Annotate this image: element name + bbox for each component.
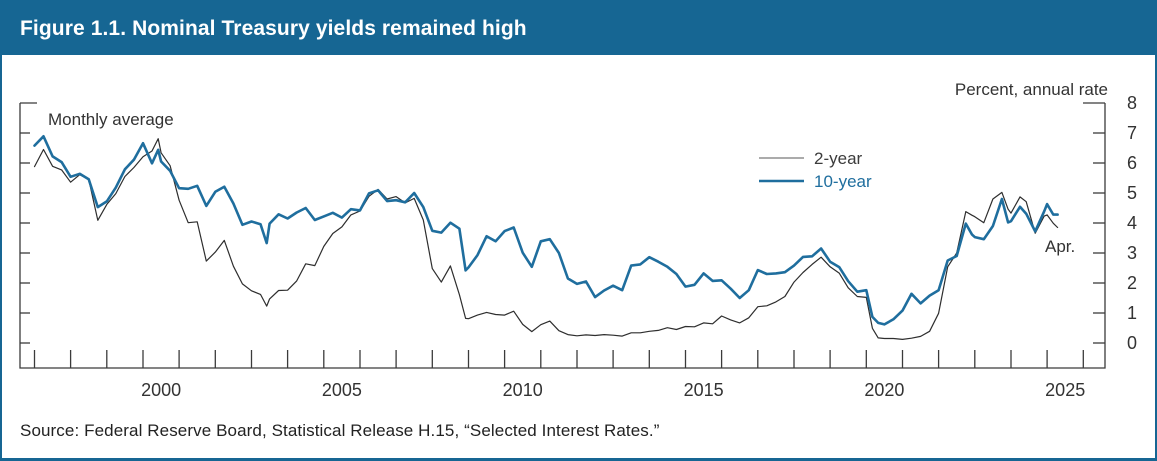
- x-tick-label: 2015: [684, 380, 724, 400]
- end-label-apr: Apr.: [1045, 237, 1075, 256]
- legend-label-2-year: 2-year: [814, 149, 863, 168]
- axes: [19, 102, 1106, 369]
- y-tick-label: 8: [1127, 93, 1137, 113]
- legend-label-10-year: 10-year: [814, 172, 872, 191]
- x-tick-label: 2025: [1045, 380, 1085, 400]
- chart-area: 2000 2005 2010 2015 2020 2025 0 1 2 3 4 5 6 7 8 Monthly…: [2, 55, 1155, 407]
- axis-labels: 2000 2005 2010 2015 2020 2025 0 1 2 3 4 5 6 7 8: [141, 93, 1137, 400]
- series-line-2-year: [33, 138, 1059, 340]
- note-monthly-average: Monthly average: [48, 110, 174, 129]
- figure-header: Figure 1.1. Nominal Treasury yields rema…: [2, 2, 1155, 55]
- chart-svg: 2000 2005 2010 2015 2020 2025 0 1 2 3 4 5 6 7 8 Monthly…: [19, 80, 1137, 400]
- y-tick-label: 1: [1127, 303, 1137, 323]
- y-tick-label: 3: [1127, 243, 1137, 263]
- y-tick-label: 5: [1127, 183, 1137, 203]
- y-tick-label: 0: [1127, 333, 1137, 353]
- series-line-10-year: [33, 135, 1059, 326]
- source-note: Source: Federal Reserve Board, Statistic…: [20, 421, 660, 440]
- y-tick-label: 6: [1127, 153, 1137, 173]
- y-tick-label: 4: [1127, 213, 1137, 233]
- units-label: Percent, annual rate: [955, 80, 1108, 99]
- x-tick-label: 2020: [864, 380, 904, 400]
- x-tick-label: 2005: [322, 380, 362, 400]
- legend: 2-year 10-year: [759, 149, 872, 191]
- y-tick-label: 7: [1127, 123, 1137, 143]
- x-tick-label: 2010: [503, 380, 543, 400]
- x-tick-label: 2000: [141, 380, 181, 400]
- axis-frame: [19, 103, 1106, 369]
- y-tick-label: 2: [1127, 273, 1137, 293]
- figure-title: Figure 1.1. Nominal Treasury yields rema…: [20, 16, 527, 40]
